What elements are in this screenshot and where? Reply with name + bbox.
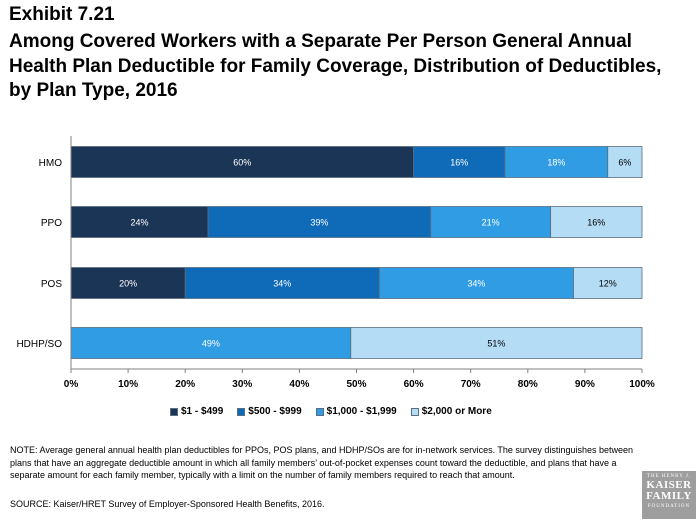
legend-item: $1,000 - $1,999: [315, 406, 397, 417]
x-tick-label: 100%: [629, 379, 655, 390]
bar-segment: [430, 206, 552, 238]
category-label: HMO: [39, 158, 63, 169]
x-tick-label: 80%: [518, 379, 538, 390]
data-label: 16%: [450, 158, 468, 168]
data-label: 24%: [131, 218, 149, 228]
x-tick-label: 90%: [575, 379, 595, 390]
x-tick-label: 40%: [289, 379, 309, 390]
legend-item: $2,000 or More: [410, 406, 492, 417]
x-tick-label: 10%: [118, 379, 138, 390]
bar-segment: [184, 267, 380, 299]
data-label: 51%: [487, 339, 505, 349]
data-label: 20%: [119, 279, 137, 289]
chart-title: Among Covered Workers with a Separate Pe…: [9, 31, 662, 101]
data-label: 21%: [482, 218, 500, 228]
data-label: 39%: [310, 218, 328, 228]
data-label: 34%: [273, 279, 291, 289]
data-label: 16%: [587, 218, 605, 228]
legend-swatch: [237, 407, 246, 416]
logo-line-1: THE HENRY J.: [646, 474, 692, 479]
category-label: POS: [41, 279, 62, 290]
bar-segment: [207, 206, 432, 238]
bar-segment: [378, 267, 574, 299]
data-label: 49%: [202, 339, 220, 349]
bar-segment: [607, 146, 643, 178]
chart-note: NOTE: Average general annual health plan…: [10, 445, 633, 480]
bar-segment: [413, 146, 506, 178]
legend-swatch: [170, 407, 178, 416]
bar-segment: [70, 206, 209, 238]
data-label: 60%: [233, 158, 251, 168]
category-label: HDHP/SO: [16, 339, 62, 350]
logo-line-2: KAISER FAMILY: [646, 479, 692, 502]
bar-segment: [350, 327, 643, 359]
x-tick-label: 0%: [64, 379, 79, 390]
data-label: 18%: [547, 158, 565, 168]
bar-segment: [550, 206, 643, 238]
legend-label: $1,000 - $1,999: [326, 406, 397, 417]
exhibit-number: Exhibit 7.21: [9, 4, 115, 25]
legend-item: $500 - $999: [237, 406, 302, 417]
data-label: 12%: [599, 279, 617, 289]
legend-label: $2,000 or More: [421, 406, 492, 417]
legend: $1 - $499 $500 - $999 $1,000 - $1,999 $2,00…: [170, 406, 492, 417]
bar-segment: [504, 146, 609, 178]
legend-swatch: [410, 407, 419, 416]
x-tick-label: 50%: [346, 379, 366, 390]
data-label: 6%: [618, 158, 631, 168]
x-tick-label: 30%: [232, 379, 252, 390]
legend-item: $1 - $499: [170, 406, 223, 417]
category-label: PPO: [41, 218, 62, 229]
legend-label: $1 - $499: [181, 406, 224, 417]
x-tick-label: 20%: [175, 379, 195, 390]
data-label: 34%: [467, 279, 485, 289]
bar-segment: [573, 267, 643, 299]
stacked-bar-chart: HMO 60% 16% 18% 6% PPO 24% 39% 21% 16% POS 20% 34% 34…: [16, 136, 655, 390]
x-tick-label: 60%: [404, 379, 424, 390]
chart-source: SOURCE: Kaiser/HRET Survey of Employer-S…: [10, 499, 325, 509]
kff-logo: THE HENRY J. KAISER FAMILY FOUNDATION: [642, 471, 696, 519]
logo-line-3: FOUNDATION: [647, 504, 691, 509]
x-tick-label: 70%: [461, 379, 481, 390]
legend-label: $500 - $999: [248, 406, 302, 417]
legend-swatch: [315, 407, 324, 416]
bar-segment: [70, 327, 352, 359]
